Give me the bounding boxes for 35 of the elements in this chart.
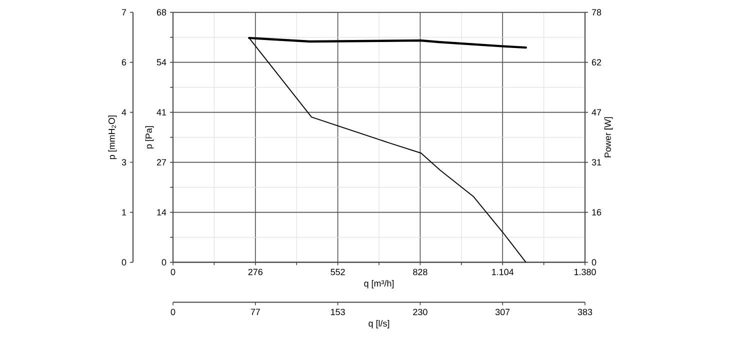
y2-tick-label: 0 bbox=[592, 259, 596, 266]
y2-tick-label: 31 bbox=[592, 159, 602, 166]
y2-axis-title: Power [W] bbox=[604, 117, 613, 158]
y-tick-label: 68 bbox=[156, 9, 166, 16]
y3-tick-label: 7 bbox=[122, 9, 126, 16]
y-tick-label: 41 bbox=[156, 109, 166, 116]
x-tick-label: 276 bbox=[248, 268, 262, 276]
x2-tick-label: 307 bbox=[495, 308, 510, 316]
y-tick-label: 14 bbox=[157, 209, 166, 216]
y2-tick-label: 78 bbox=[592, 9, 602, 16]
y3-tick-label: 6 bbox=[122, 59, 126, 66]
x-tick-label: 552 bbox=[330, 268, 345, 276]
x2-tick-label: 383 bbox=[578, 308, 592, 316]
x2-tick-label: 230 bbox=[413, 308, 428, 316]
y3-tick-label: 1 bbox=[122, 209, 126, 216]
y-tick-label: 0 bbox=[162, 259, 166, 266]
x2-tick-label: 153 bbox=[331, 308, 345, 316]
x-tick-label: 828 bbox=[413, 268, 428, 276]
x-tick-label: 1.380 bbox=[574, 268, 596, 276]
x-axis-title: q [m³/h] bbox=[364, 280, 394, 288]
y3-tick-label: 0 bbox=[122, 259, 126, 266]
y3-tick-label: 4 bbox=[122, 109, 126, 116]
y3-axis-title: p [mmH$_{2}$O] bbox=[108, 116, 117, 160]
x-tick-label: 0 bbox=[170, 268, 176, 276]
y2-tick-label: 16 bbox=[592, 209, 602, 216]
y3-tick-label: 3 bbox=[122, 159, 126, 166]
x2-axis-title: q [l/s] bbox=[368, 320, 390, 328]
y-axis-title: p [Pa] bbox=[145, 126, 154, 148]
x2-tick-label: 0 bbox=[170, 308, 176, 316]
x2-tick-label: 77 bbox=[250, 308, 260, 315]
y2-tick-label: 47 bbox=[592, 109, 602, 116]
y-tick-label: 54 bbox=[156, 59, 166, 66]
y2-tick-label: 62 bbox=[592, 59, 602, 66]
x-tick-label: 1.104 bbox=[492, 268, 514, 276]
y-tick-label: 27 bbox=[156, 159, 166, 166]
